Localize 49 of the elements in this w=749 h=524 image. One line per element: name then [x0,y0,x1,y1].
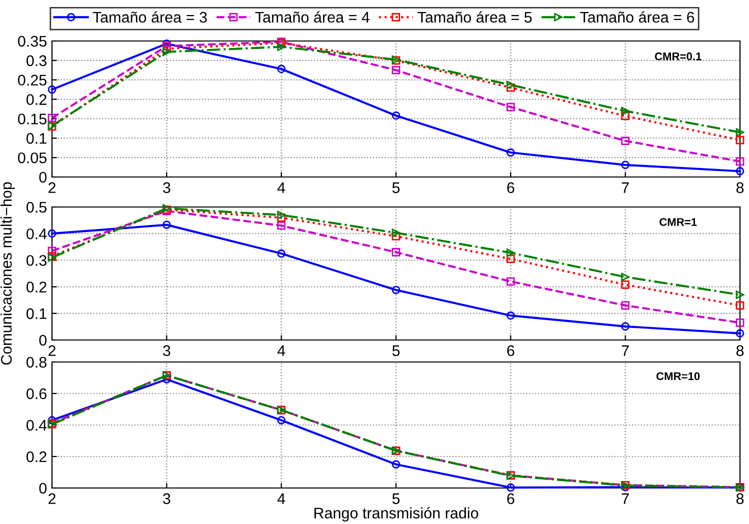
annotation: CMR=1 [660,218,697,226]
x-tick-label: 5 [392,493,400,504]
legend-label: Tamaño área = 3 [92,11,207,23]
y-tick-label: 0 [39,334,47,346]
y-tick-label: 0.1 [26,133,46,144]
y-tick-label: 0.3 [26,255,46,266]
x-tick-label: 7 [622,345,629,356]
annotation: CMR=10 [656,372,700,380]
y-axis-title: Comunicaciones multi−hop [0,182,15,365]
x-tick-label: 5 [392,182,400,194]
x-tick-label: 5 [392,345,400,356]
x-tick-label: 8 [736,345,744,356]
legend-label: Tamaño área = 6 [580,11,694,23]
x-tick-label: 4 [277,182,286,193]
y-tick-label: 0.15 [18,114,46,124]
x-tick-label: 3 [163,182,170,194]
y-tick-label: 0.8 [26,356,46,368]
y-tick-label: 0.05 [18,152,46,164]
y-tick-label: 0 [39,172,47,183]
x-tick-label: 6 [507,493,514,504]
legend-label: Tamaño área = 4 [255,11,370,23]
legend-label: Tamaño área = 5 [418,11,532,23]
y-tick-label: 0.5 [26,202,46,213]
y-tick-label: 0.3 [26,55,46,66]
y-tick-label: 0.25 [18,74,46,86]
x-tick-label: 3 [163,345,170,356]
y-tick-label: 0.4 [26,420,47,431]
x-tick-label: 8 [736,182,744,194]
annotation: CMR=0.1 [654,52,702,60]
x-tick-label: 2 [48,182,56,193]
y-tick-label: 0 [39,482,47,494]
x-tick-label: 2 [48,493,56,504]
x-tick-label: 3 [163,493,170,504]
x-axis-title: Rango transmisión radio [314,507,478,522]
x-tick-label: 7 [622,182,629,193]
y-tick-label: 0.1 [26,308,46,320]
x-tick-label: 4 [277,345,286,356]
y-tick-label: 0.4 [26,228,47,240]
x-tick-label: 7 [622,493,629,504]
x-tick-label: 8 [736,493,744,504]
y-tick-label: 0.2 [26,282,46,292]
x-tick-label: 4 [277,493,286,504]
x-tick-label: 6 [507,345,514,356]
y-tick-label: 0.2 [26,94,46,105]
x-tick-label: 2 [48,345,56,356]
y-tick-label: 0.2 [26,451,46,462]
y-tick-label: 0.35 [18,36,46,47]
x-tick-label: 6 [507,182,514,194]
y-tick-label: 0.6 [26,388,46,400]
